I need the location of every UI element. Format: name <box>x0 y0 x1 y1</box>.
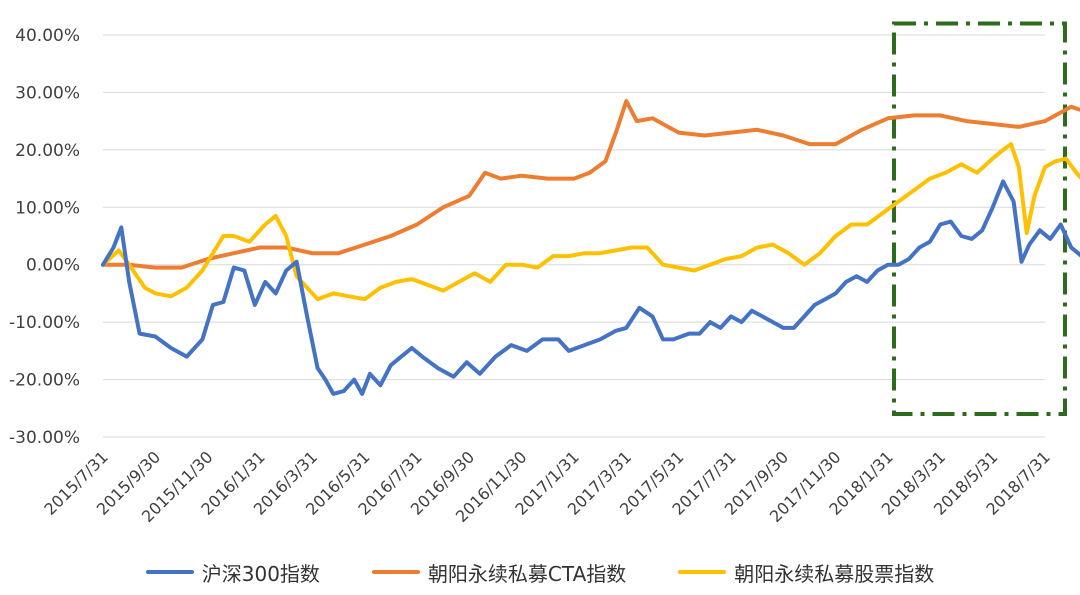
legend-item-cta: 朝阳永续私募CTA指数 <box>371 558 627 587</box>
highlight-box <box>892 21 1067 417</box>
gridlines <box>103 34 1045 438</box>
legend-label-csi300: 沪深300指数 <box>201 561 320 586</box>
legend-item-stock: 朝阳永续私募股票指数 <box>678 558 934 587</box>
highlight-region <box>892 21 1067 417</box>
series-line-0 <box>101 179 1080 396</box>
series-line-2 <box>101 142 1080 302</box>
y-tick-label: 40.00% <box>15 26 80 46</box>
legend-label-cta: 朝阳永续私募CTA指数 <box>427 561 627 586</box>
series-line-1 <box>101 99 1080 270</box>
y-tick-label: -30.00% <box>9 428 80 448</box>
y-tick-label: 10.00% <box>15 198 80 218</box>
y-tick-label: -20.00% <box>9 371 80 391</box>
legend-swatch-csi300 <box>145 570 194 574</box>
series-lines <box>101 99 1080 396</box>
y-tick-label: 20.00% <box>15 141 80 161</box>
x-axis-ticks: 2015/7/312015/9/302015/11/302016/1/31201… <box>40 447 1053 526</box>
legend-item-csi300: 沪深300指数 <box>145 558 320 587</box>
y-tick-label: -10.00% <box>9 313 80 333</box>
legend-label-stock: 朝阳永续私募股票指数 <box>734 561 935 586</box>
legend-swatch-cta <box>371 570 420 574</box>
y-axis-ticks: 40.00% 30.00% 20.00% 10.00% 0.00% -10.00% -20.… <box>9 26 80 448</box>
y-tick-label: 30.00% <box>15 83 80 103</box>
legend: 沪深300指数 朝阳永续私募CTA指数 朝阳永续私募股票指数 <box>0 552 1080 592</box>
y-tick-label: 0.00% <box>26 256 80 276</box>
legend-swatch-stock <box>678 570 727 574</box>
